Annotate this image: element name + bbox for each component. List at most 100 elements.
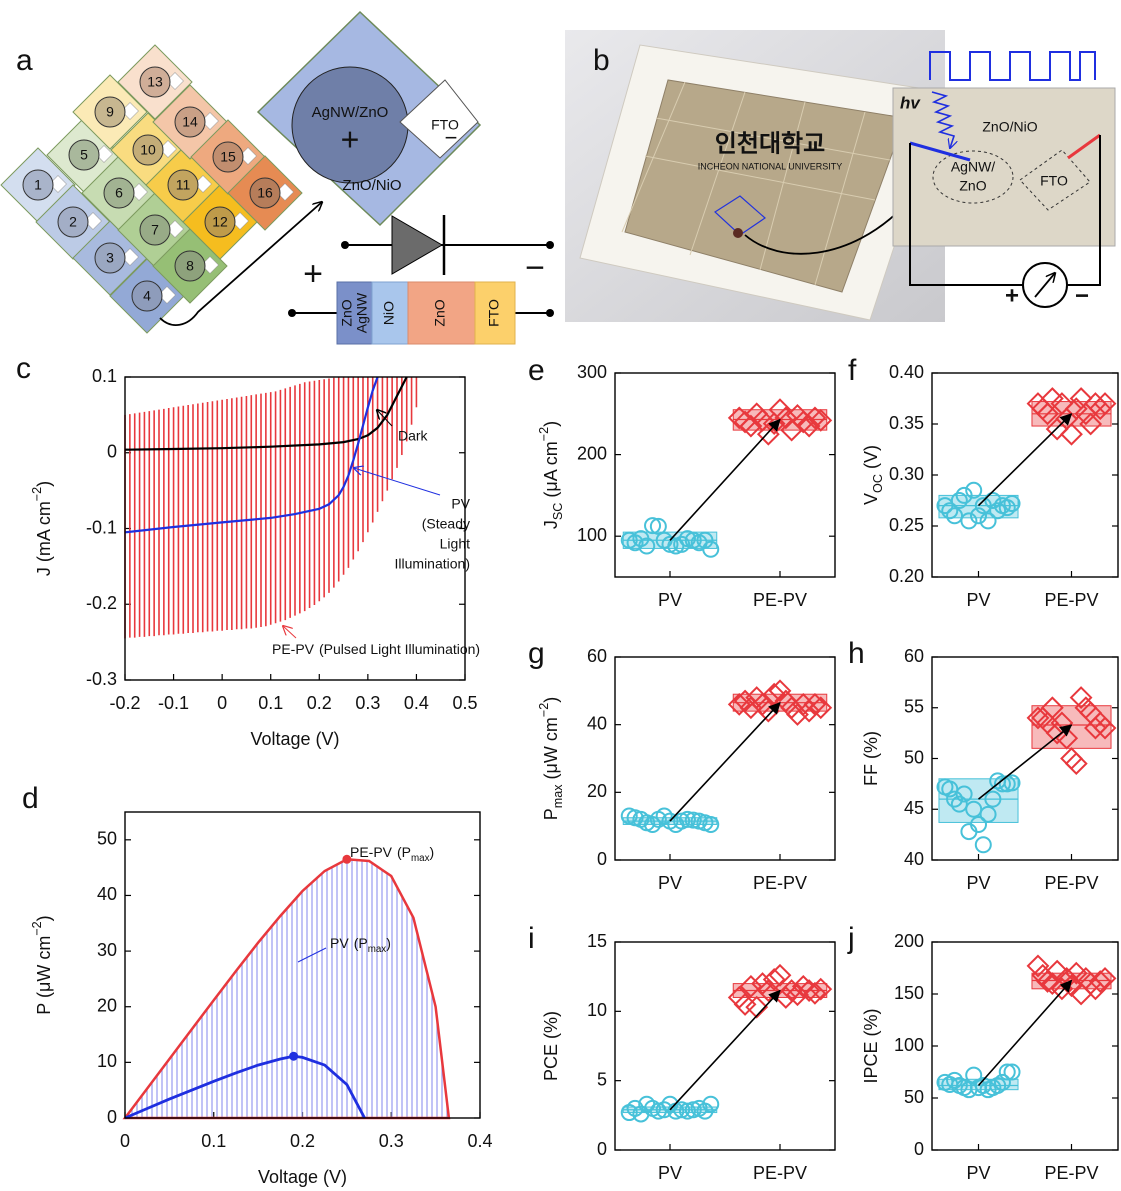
wire-dot [546,309,554,317]
annotation-arrow [283,626,296,638]
point [976,837,991,852]
annotation-part: (Pulsed Light Illumination) [319,641,480,657]
y-axis-label-part: −2 [30,921,44,935]
y-tick-label: 200 [577,443,607,463]
y-axis-label-part: V [861,493,881,505]
device-minus: − [525,249,545,287]
y-axis-label: Pmax (μW cm−2) [537,697,565,821]
y-axis-label-part: SC [551,503,565,521]
cell-label: 10 [140,142,156,158]
annotation-part: (P [354,935,368,951]
cell-label: 13 [147,74,163,90]
annotation: (Steady [422,516,470,532]
y-axis-label-part: (V) [861,445,881,474]
cell-label: 7 [151,222,159,238]
y-axis-label-part: ) [541,697,561,703]
y-tick-label: -0.3 [86,669,117,689]
x-axis-label: Voltage (V) [250,729,339,749]
y-axis-label: IPCE (%) [861,1008,881,1083]
y-axis-label-part: P (μW cm [34,936,54,1015]
y-axis-label-part: J [541,520,561,529]
cell-label: 11 [176,177,191,193]
y-tick-label: 200 [894,931,924,951]
y-axis-label: VOC (V) [861,445,886,505]
y-tick-label: 55 [904,697,924,717]
circuit-plus: + [1005,282,1019,309]
x-tick-label: 0.3 [379,1131,404,1151]
plot-frame [615,942,835,1150]
y-axis-label: JSC (μA cm−2) [537,421,565,529]
layer-label: NiO [381,301,397,325]
panel-b: 인천대학교 INCHEON NATIONAL UNIVERSITY b hv Z… [565,30,1115,322]
max-point [289,1052,298,1061]
inset-photo [893,88,1115,246]
annotation-part: ) [386,935,391,951]
panel-letter: d [22,782,39,815]
x-axis-label: Voltage (V) [258,1167,347,1187]
x-tick-label: 0 [217,693,227,713]
y-tick-label: 40 [587,713,607,733]
y-axis-label-part: ) [541,421,561,427]
x-tick-label: PV [966,873,990,893]
x-tick-label: PV [658,1163,682,1183]
x-tick-label: PE-PV [1044,590,1098,610]
cell-label: 9 [106,104,114,120]
y-axis-label: P (μW cm−2) [30,915,53,1014]
x-tick-label: 0.3 [355,693,380,713]
page-body: { "figure": { "a": {"label": "a", "cells… [0,0,1121,1191]
y-axis-label-part: J (mA cm [34,501,54,576]
wire-dot [288,309,296,317]
inset-sign: + [341,121,360,157]
cell-label: 1 [34,177,42,193]
x-tick-label: PV [658,873,682,893]
annotation: Dark [398,428,429,444]
x-tick-label: PE-PV [1044,873,1098,893]
x-tick-label: 0 [120,1131,130,1151]
y-tick-label: 0 [597,849,607,869]
y-tick-label: -0.1 [86,517,117,537]
y-tick-label: 0 [597,1139,607,1159]
page: Figure html, body { margin: 0; padding: … [0,0,1121,1191]
layer-label: ZnO [432,299,448,326]
y-tick-label: 50 [904,747,924,767]
y-axis-label: FF (%) [861,731,881,786]
inset-electrode: AgNW/ZnO [312,104,389,121]
x-tick-label: 0.4 [467,1131,492,1151]
cell-label: 5 [80,147,88,163]
y-axis-label: PCE (%) [541,1011,561,1081]
trend-arrow [670,703,780,821]
cell-label: 3 [106,250,114,266]
layer-label: ZnO [339,299,355,326]
cell-label: 6 [115,185,123,201]
y-tick-label: 30 [97,940,117,960]
electrode-label: AgNW/ [951,159,995,175]
y-axis-label-part: −2 [537,427,551,441]
annotation: PV [451,496,470,512]
y-tick-label: 0 [107,442,117,462]
trend-arrow [670,420,780,541]
cell-label: 14 [182,114,198,130]
y-axis-label-part: ) [34,915,54,921]
y-axis-label: J (mA cm−2) [30,481,53,576]
y-axis-label-part: P [541,808,561,820]
trend-arrow [979,980,1072,1085]
annotation-part: PE-PV [350,844,393,860]
fto-label: FTO [1040,173,1068,189]
y-tick-label: 20 [587,781,607,801]
x-tick-label: 0.2 [307,693,332,713]
annotation-part: PE-PV [272,641,315,657]
x-tick-label: 0.4 [404,693,429,713]
device-plus: + [303,255,323,293]
electrode-label: ZnO [959,178,986,194]
annotation-part: ) [430,844,435,860]
y-tick-label: 40 [904,849,924,869]
cell-label: 12 [212,214,228,230]
y-tick-label: 60 [904,646,924,666]
y-tick-label: 0.20 [889,566,924,586]
y-tick-label: 10 [97,1051,117,1071]
hv-label: hv [900,93,921,112]
x-tick-label: 0.2 [290,1131,315,1151]
inset-layer: ZnO/NiO [982,119,1037,135]
inset-layer: ZnO/NiO [342,177,401,194]
